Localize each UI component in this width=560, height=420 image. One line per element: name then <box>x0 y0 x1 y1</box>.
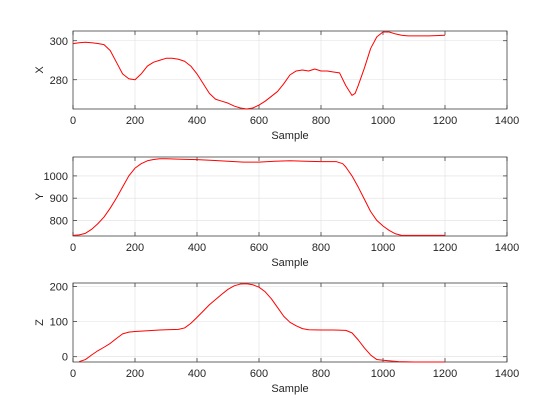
x-tick-label: 800 <box>312 368 330 380</box>
x-tick-label: 200 <box>126 115 144 127</box>
x-tick-label: 1200 <box>433 368 457 380</box>
x-axis-label: Sample <box>271 130 308 142</box>
x-tick-label: 400 <box>188 242 206 254</box>
subplot-z: 0 200 400 600 800 1000 1200 1400 0 100 200 Sample Z <box>34 282 519 395</box>
x-tick-label: 1400 <box>495 242 519 254</box>
x-tick-label: 600 <box>250 115 268 127</box>
y-axis-label: X <box>34 66 46 74</box>
x-tick-label: 1200 <box>433 242 457 254</box>
y-tick-label: 800 <box>50 215 68 227</box>
x-tick-label: 800 <box>312 115 330 127</box>
subplot-y: 0 200 400 600 800 1000 1200 1400 800 900 1000 Sampl… <box>34 157 519 269</box>
x-tick-label: 800 <box>312 242 330 254</box>
x-axis-label: Sample <box>271 257 308 269</box>
x-tick-label: 400 <box>188 368 206 380</box>
y-tick-label: 0 <box>62 352 68 364</box>
y-tick-label: 280 <box>50 75 68 87</box>
y-tick-label: 1000 <box>44 171 68 183</box>
x-tick-label: 1400 <box>495 115 519 127</box>
plot-area <box>73 31 507 109</box>
x-tick-label: 1000 <box>371 242 395 254</box>
x-axis-label: Sample <box>271 383 308 395</box>
x-tick-label: 400 <box>188 115 206 127</box>
x-tick-label: 1400 <box>495 368 519 380</box>
x-tick-label: 600 <box>250 242 268 254</box>
y-tick-label: 300 <box>50 36 68 48</box>
y-tick-label: 200 <box>50 282 68 294</box>
y-tick-label: 900 <box>50 193 68 205</box>
y-axis-label: Z <box>34 319 46 326</box>
plot-area <box>73 157 507 236</box>
y-axis-label: Y <box>34 192 46 200</box>
x-tick-label: 600 <box>250 368 268 380</box>
x-tick-label: 200 <box>126 368 144 380</box>
subplot-x: 0 200 400 600 800 1000 1200 1400 280 300 Sample X <box>34 31 519 142</box>
x-tick-label: 0 <box>70 368 76 380</box>
x-tick-label: 200 <box>126 242 144 254</box>
x-tick-label: 1200 <box>433 115 457 127</box>
x-tick-label: 0 <box>70 115 76 127</box>
x-tick-label: 1000 <box>371 115 395 127</box>
x-tick-label: 1000 <box>371 368 395 380</box>
y-tick-label: 100 <box>50 317 68 329</box>
x-tick-label: 0 <box>70 242 76 254</box>
